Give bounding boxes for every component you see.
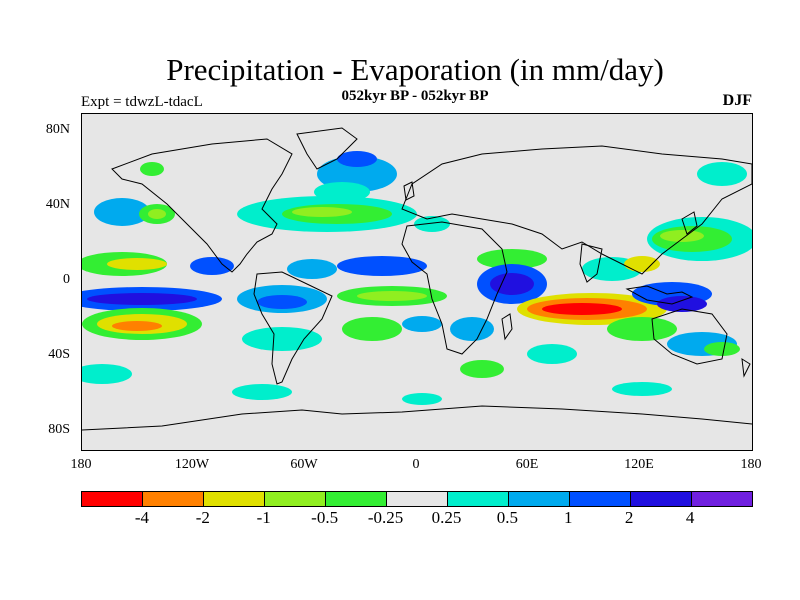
lon-tick-60w: 60W bbox=[290, 457, 318, 472]
color-legend-swatch bbox=[82, 492, 143, 506]
color-legend-swatch bbox=[143, 492, 204, 506]
color-legend-label: -0.5 bbox=[311, 508, 339, 527]
color-legend-swatch bbox=[265, 492, 326, 506]
lat-tick-80s: 80S bbox=[48, 422, 70, 437]
map-field bbox=[82, 127, 752, 431]
lon-tick-120w: 120W bbox=[174, 457, 210, 472]
color-legend-label: -2 bbox=[195, 508, 210, 527]
color-legend-swatch bbox=[326, 492, 387, 506]
color-legend-label: 1 bbox=[564, 508, 573, 527]
color-legend-swatch bbox=[692, 492, 752, 506]
color-legend-label: 0.25 bbox=[431, 508, 462, 527]
color-legend-swatch bbox=[570, 492, 631, 506]
color-legend-swatch bbox=[448, 492, 509, 506]
lat-tick-80n: 80N bbox=[45, 122, 70, 137]
color-legend-swatch bbox=[509, 492, 570, 506]
color-legend-swatch bbox=[204, 492, 265, 506]
color-legend-swatch bbox=[631, 492, 692, 506]
color-legend-label: 2 bbox=[624, 508, 634, 527]
lon-tick-180e: 180 bbox=[740, 457, 762, 472]
coastlines bbox=[82, 127, 752, 431]
lat-tick-40s: 40S bbox=[48, 347, 70, 362]
lon-tick-0: 0 bbox=[412, 457, 420, 472]
color-legend-label: 0.5 bbox=[496, 508, 518, 527]
color-legend-label: -0.25 bbox=[367, 508, 404, 527]
color-legend-label: -4 bbox=[134, 508, 149, 527]
map-subtitle: 052kyr BP - 052kyr BP bbox=[341, 88, 489, 104]
lat-tick-0: 0 bbox=[63, 272, 70, 287]
field-shading bbox=[82, 151, 752, 405]
color-legend-swatch bbox=[387, 492, 448, 506]
experiment-label: Expt = tdwzL-tdacL bbox=[81, 94, 203, 110]
world-map bbox=[81, 113, 753, 451]
season-label: DJF bbox=[722, 92, 752, 109]
lon-tick-120e: 120E bbox=[624, 457, 654, 472]
lon-tick-60e: 60E bbox=[515, 457, 539, 472]
lat-tick-40n: 40N bbox=[45, 197, 70, 212]
color-legend-label: -1 bbox=[256, 508, 271, 527]
map-title: Precipitation - Evaporation (in mm/day) bbox=[166, 52, 664, 87]
color-legend-label: 4 bbox=[685, 508, 695, 527]
lon-tick-180w: 180 bbox=[70, 457, 92, 472]
color-legend-bar bbox=[81, 491, 753, 507]
